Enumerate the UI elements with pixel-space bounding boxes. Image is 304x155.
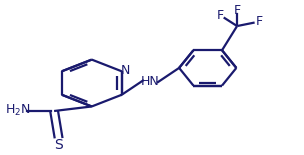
Text: HN: HN — [141, 75, 160, 88]
Text: H$_2$N: H$_2$N — [5, 103, 31, 118]
Text: F: F — [217, 9, 224, 22]
Text: F: F — [256, 15, 263, 28]
Text: N: N — [121, 64, 130, 77]
Text: S: S — [54, 138, 63, 152]
Text: F: F — [233, 4, 241, 17]
